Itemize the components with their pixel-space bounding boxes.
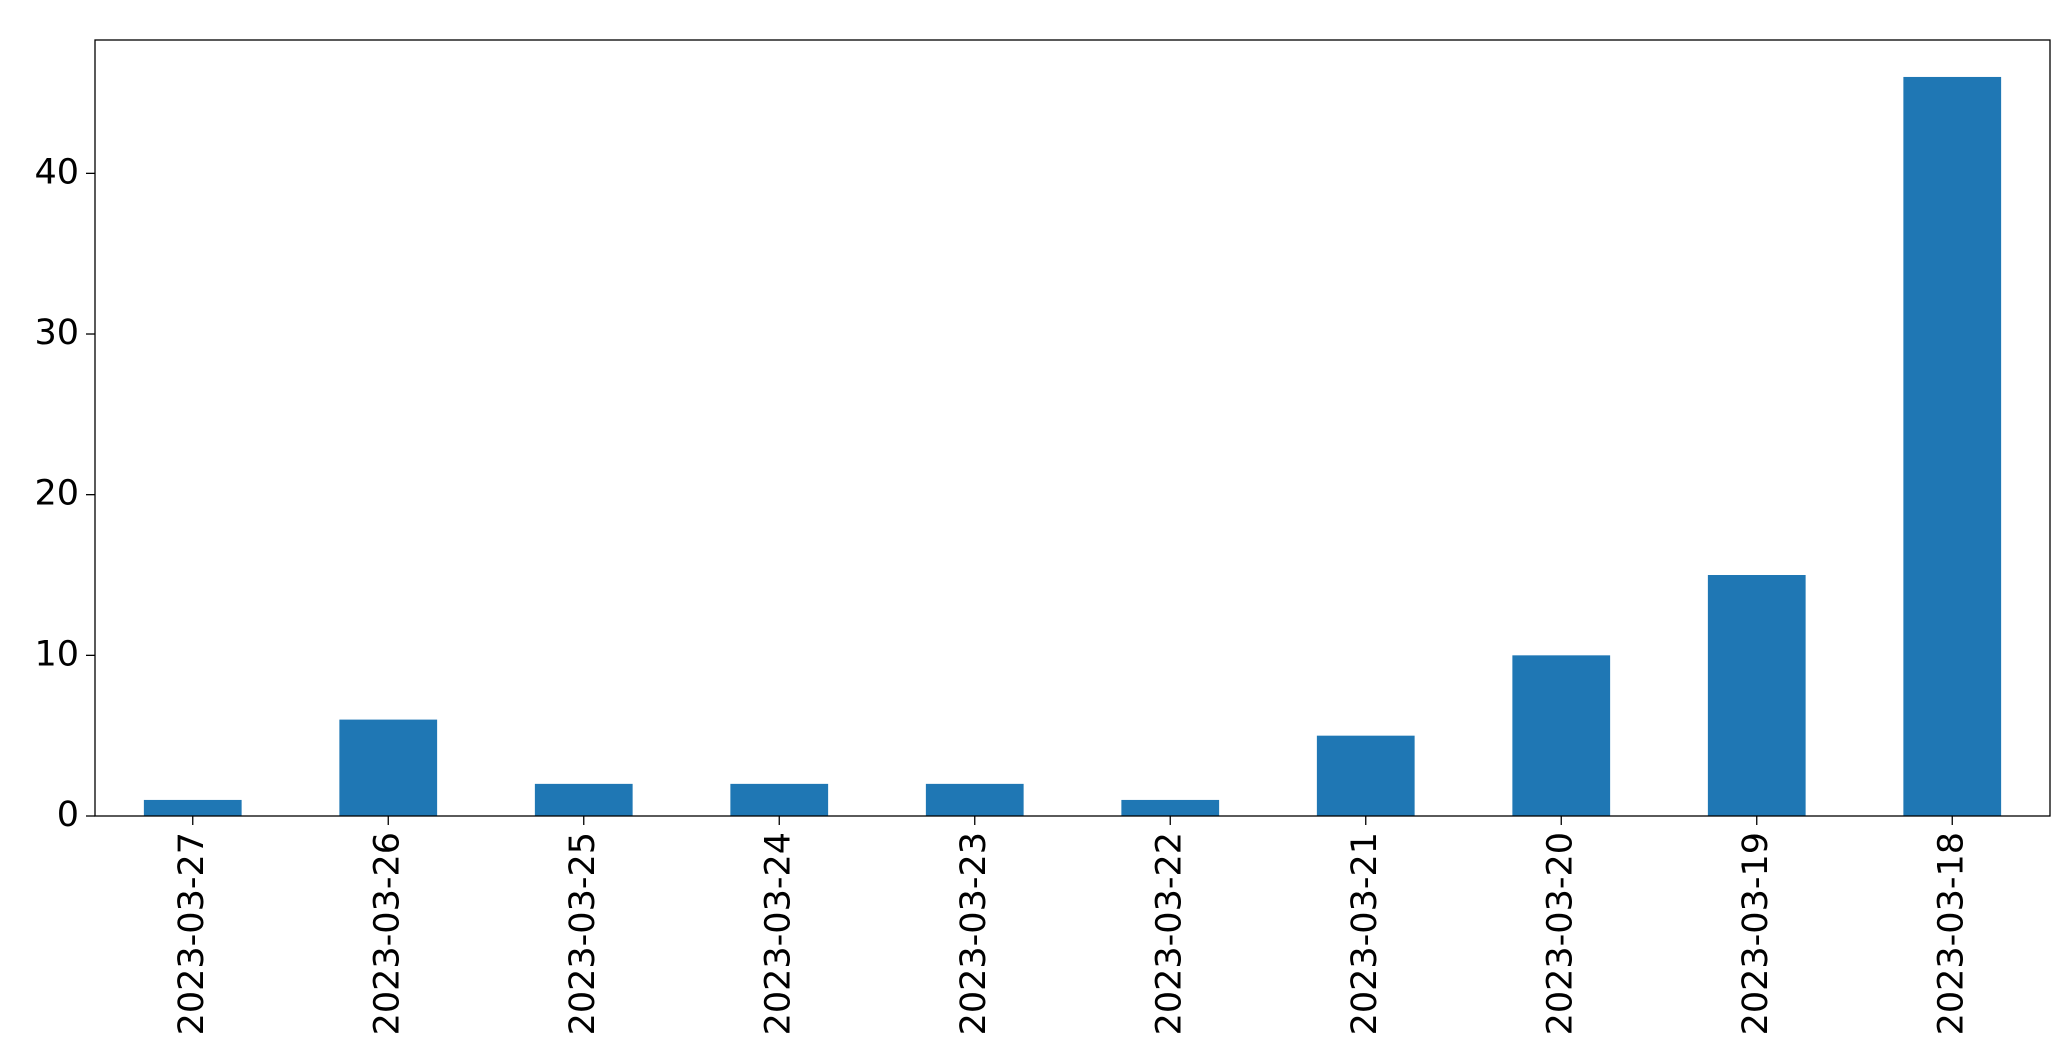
x-tick-label: 2023-03-18: [1931, 832, 1971, 1035]
x-tick-label: 2023-03-24: [758, 832, 798, 1035]
bar: [339, 719, 438, 816]
x-tick-label: 2023-03-22: [1149, 832, 1189, 1035]
x-tick-label: 2023-03-27: [172, 832, 212, 1035]
plot-frame: [94, 39, 2051, 817]
bar: [1903, 76, 2002, 816]
bar: [534, 783, 633, 816]
x-tick-label: 2023-03-20: [1540, 832, 1580, 1035]
bar: [143, 799, 242, 816]
y-tick-label: 10: [34, 634, 79, 674]
x-tick-label: 2023-03-25: [563, 832, 603, 1035]
y-tick-label: 20: [34, 474, 79, 514]
bar: [1316, 735, 1415, 816]
x-tick-label: 2023-03-26: [367, 832, 407, 1035]
bar: [730, 783, 829, 816]
x-tick-label: 2023-03-23: [954, 832, 994, 1035]
bar: [1512, 655, 1611, 816]
y-tick-label: 0: [57, 795, 79, 835]
y-tick-label: 40: [34, 152, 79, 192]
x-tick-label: 2023-03-21: [1345, 832, 1385, 1035]
x-tick-label: 2023-03-19: [1736, 832, 1776, 1035]
y-tick-label: 30: [34, 313, 79, 353]
bar: [1707, 575, 1806, 816]
bar: [1121, 799, 1220, 816]
bar: [925, 783, 1024, 816]
